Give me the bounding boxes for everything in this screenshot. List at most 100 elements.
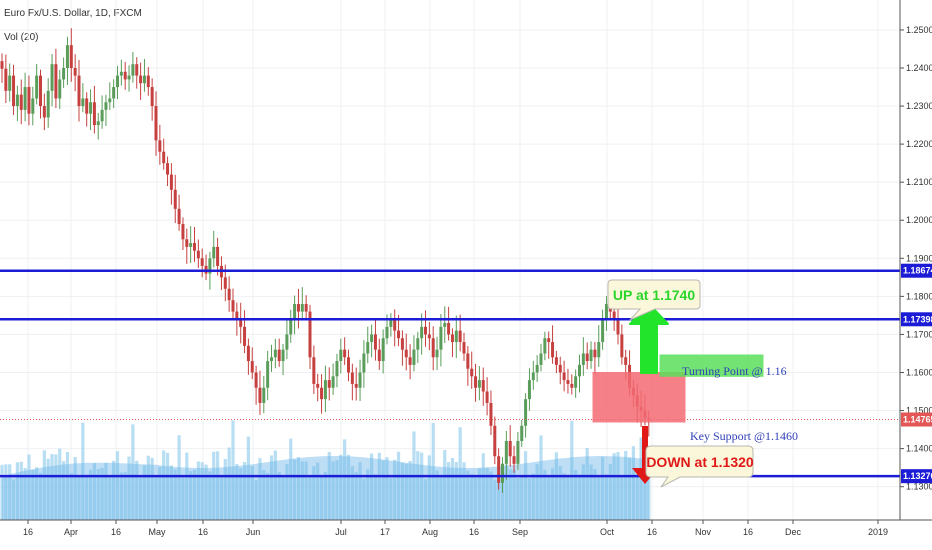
candle-body bbox=[320, 387, 324, 400]
volume-bar bbox=[219, 475, 224, 520]
candle-body bbox=[65, 45, 69, 69]
candle-body bbox=[339, 349, 343, 362]
candle-body bbox=[69, 45, 73, 69]
volume-bar bbox=[577, 474, 582, 520]
candle-body bbox=[420, 326, 424, 339]
volume-bar bbox=[416, 451, 420, 520]
volume-bar bbox=[647, 476, 651, 520]
volume-bar bbox=[635, 474, 639, 520]
candle-body bbox=[570, 383, 574, 388]
candle-body bbox=[624, 357, 628, 365]
candle-body bbox=[327, 380, 331, 388]
volume-bar bbox=[216, 451, 220, 520]
volume-bar bbox=[366, 469, 370, 520]
volume-bar bbox=[242, 462, 247, 520]
volume-bar bbox=[354, 471, 358, 520]
candle-body bbox=[250, 361, 254, 373]
volume-bar bbox=[443, 450, 447, 520]
level-price-label: 1.17398 bbox=[903, 314, 932, 324]
candle-body bbox=[350, 372, 354, 384]
candle-body bbox=[270, 357, 273, 362]
down-callout: DOWN at 1.1320 bbox=[645, 445, 754, 488]
volume-bar bbox=[92, 463, 96, 520]
candle-body bbox=[231, 300, 235, 312]
candle-body bbox=[312, 357, 316, 384]
candle-body bbox=[212, 246, 216, 259]
candle-body bbox=[177, 208, 181, 225]
x-tick-label: 2019 bbox=[868, 527, 888, 537]
candle-body bbox=[127, 75, 131, 80]
volume-bar bbox=[346, 454, 351, 520]
up-callout: UP at 1.1740 bbox=[607, 279, 701, 321]
time-axis[interactable]: 16 Apr 16 May 16 Jun Jul 17 Aug 16 Sep Oct 16 Nov 16 De… bbox=[0, 519, 932, 537]
volume-bar bbox=[300, 461, 304, 520]
volume-pane bbox=[0, 420, 651, 520]
price-axis[interactable]: 1.13000 1.14000 1.15000 1.16000 1.17000 1.180… bbox=[899, 0, 932, 520]
volume-bar bbox=[212, 451, 216, 520]
volume-bar bbox=[50, 454, 54, 520]
candle-body bbox=[216, 246, 220, 266]
candle-body bbox=[331, 376, 335, 388]
candle-body bbox=[589, 349, 593, 362]
candle-body bbox=[520, 425, 524, 442]
annotations: UP at 1.1740 DOWN at 1.1320 Turning Poin… bbox=[607, 279, 798, 488]
volume-bar bbox=[269, 455, 274, 520]
volume-bar bbox=[581, 464, 585, 520]
volume-bar bbox=[454, 461, 458, 520]
candle-body bbox=[354, 383, 358, 388]
candle-body bbox=[385, 326, 389, 339]
volume-bar bbox=[312, 466, 316, 520]
resistance-box bbox=[592, 371, 686, 423]
candle-body bbox=[73, 68, 77, 76]
volume-bar bbox=[377, 452, 381, 520]
zones bbox=[592, 354, 764, 423]
candle-body bbox=[200, 258, 204, 266]
candle-body bbox=[397, 330, 401, 339]
candle-body bbox=[551, 342, 555, 358]
candle-body bbox=[12, 75, 16, 107]
volume-bar bbox=[389, 477, 393, 520]
volume-bar bbox=[296, 457, 301, 520]
candle-body bbox=[0, 61, 4, 69]
candle-body bbox=[535, 364, 539, 373]
volume-bar bbox=[631, 446, 635, 520]
volume-bar bbox=[185, 452, 189, 520]
volume-bar bbox=[370, 453, 374, 520]
candle-body bbox=[150, 87, 154, 107]
volume-bar bbox=[396, 451, 401, 520]
volume-bar bbox=[473, 477, 478, 520]
volume-bar bbox=[65, 451, 70, 520]
candle-body bbox=[400, 338, 404, 350]
candle-body bbox=[142, 75, 146, 84]
volume-bar bbox=[11, 479, 16, 520]
volume-bar bbox=[192, 469, 197, 520]
volume-bar bbox=[208, 471, 212, 520]
candle-body bbox=[504, 441, 508, 464]
x-tick-label: 16 bbox=[647, 527, 657, 537]
candle-body bbox=[381, 338, 385, 362]
candle-body bbox=[62, 68, 66, 80]
candle-body bbox=[4, 68, 8, 91]
candle-body bbox=[593, 349, 597, 358]
candle-body bbox=[223, 277, 227, 289]
volume-bar bbox=[527, 478, 532, 520]
volume-bar bbox=[593, 468, 597, 520]
candle-body bbox=[393, 319, 397, 331]
volume-bar bbox=[470, 474, 474, 520]
volume-bar bbox=[196, 461, 200, 520]
x-tick-label: 17 bbox=[380, 527, 390, 537]
volume-bar bbox=[123, 472, 127, 520]
candle-body bbox=[77, 75, 81, 107]
x-tick-label: Jun bbox=[246, 527, 261, 537]
candle-body bbox=[554, 357, 558, 365]
candle-body bbox=[458, 330, 462, 343]
volume-bar bbox=[227, 447, 231, 520]
y-tick-label: 1.23000 bbox=[906, 101, 932, 111]
volume-bar bbox=[177, 435, 181, 520]
candle-series bbox=[0, 28, 651, 493]
volume-bar bbox=[250, 466, 254, 520]
x-tick-label: 16 bbox=[743, 527, 753, 537]
x-tick-label: Aug bbox=[422, 527, 438, 537]
volume-bar bbox=[393, 459, 397, 520]
